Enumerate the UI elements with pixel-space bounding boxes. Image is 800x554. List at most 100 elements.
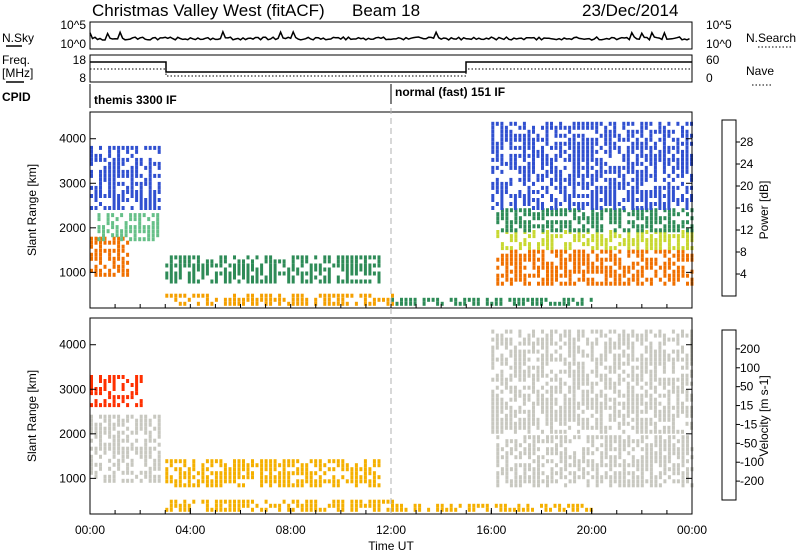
scatter-cell xyxy=(564,269,568,274)
scatter-cell xyxy=(617,145,621,150)
scatter-cell xyxy=(635,153,639,158)
scatter-cell xyxy=(522,121,526,126)
station-title: Christmas Valley West (fitACF) xyxy=(92,1,325,20)
scatter-cell xyxy=(681,257,685,262)
colorbar-frame xyxy=(721,119,737,297)
scatter-cell xyxy=(409,297,413,302)
scatter-cell xyxy=(564,220,568,225)
scatter-cell xyxy=(108,173,112,178)
scatter-cell xyxy=(541,149,544,154)
scatter-cell xyxy=(219,463,223,468)
scatter-cell xyxy=(545,129,549,134)
scatter-cell xyxy=(228,499,232,504)
scatter-cell xyxy=(513,357,517,362)
scatter-cell xyxy=(233,301,236,306)
scatter-cell xyxy=(586,439,590,444)
scatter-cell xyxy=(550,393,553,398)
scatter-cell xyxy=(121,248,125,253)
scatter-cell xyxy=(640,281,644,286)
scatter-cell xyxy=(509,153,513,158)
scatter-cell xyxy=(572,361,576,366)
scatter-cell xyxy=(255,301,259,306)
scatter-cell xyxy=(242,499,245,504)
scatter-cell xyxy=(626,145,630,150)
scatter-cell xyxy=(518,409,522,414)
scatter-cell xyxy=(500,401,504,406)
scatter-cell xyxy=(103,387,107,391)
scatter-cell xyxy=(205,475,209,480)
colorbar-tick-label: 200 xyxy=(740,342,760,356)
scatter-cell xyxy=(527,194,531,198)
scatter-cell xyxy=(564,475,568,480)
scatter-cell xyxy=(676,341,680,346)
scatter-cell xyxy=(201,467,205,472)
scatter-cell xyxy=(117,462,121,467)
scatter-cell xyxy=(368,293,372,298)
scatter-cell xyxy=(120,237,124,242)
scatter-cell xyxy=(662,161,666,166)
scatter-cell xyxy=(117,450,121,455)
scatter-cell xyxy=(382,499,385,504)
scatter-cell xyxy=(550,413,553,418)
scatter-cell xyxy=(636,483,640,488)
scatter-cell xyxy=(568,125,572,130)
scatter-cell xyxy=(372,483,376,488)
scatter-cell xyxy=(599,401,603,406)
scatter-cell xyxy=(541,365,544,370)
scatter-cell xyxy=(563,165,567,170)
scatter-cell xyxy=(537,463,540,468)
scatter-cell xyxy=(553,301,557,306)
scatter-cell xyxy=(636,439,640,444)
scatter-cell xyxy=(554,409,558,414)
scatter-cell xyxy=(269,279,273,284)
scatter-cell xyxy=(635,190,639,194)
scatter-cell xyxy=(644,206,648,210)
scatter-cell xyxy=(135,450,139,455)
scatter-cell xyxy=(300,503,304,508)
scatter-cell xyxy=(372,503,376,508)
scatter-cell xyxy=(644,198,648,202)
scatter-cell xyxy=(631,479,635,484)
scatter-cell xyxy=(99,454,102,459)
scatter-cell xyxy=(604,194,608,198)
scatter-cell xyxy=(518,153,522,158)
scatter-cell xyxy=(649,194,653,198)
colorbar-tick-label: -200 xyxy=(740,474,764,488)
scatter-cell xyxy=(142,213,146,218)
scatter-cell xyxy=(504,190,508,194)
scatter-cell xyxy=(527,133,531,138)
scatter-cell xyxy=(528,228,531,233)
scatter-cell xyxy=(676,224,680,229)
scatter-cell xyxy=(126,470,130,475)
scatter-cell xyxy=(327,293,331,298)
scatter-cell xyxy=(108,248,112,253)
scatter-cell xyxy=(631,353,635,358)
scatter-cell xyxy=(169,279,173,284)
scatter-cell xyxy=(559,345,563,350)
scatter-cell xyxy=(573,253,577,258)
scatter-cell xyxy=(354,479,358,484)
scatter-cell xyxy=(590,137,594,142)
scatter-cell xyxy=(196,479,200,484)
scatter-cell xyxy=(640,373,644,378)
scatter-cell xyxy=(681,443,685,448)
scatter-cell xyxy=(662,206,666,210)
scatter-cell xyxy=(522,421,526,426)
scatter-cell xyxy=(518,224,522,229)
scatter-cell xyxy=(233,479,236,484)
scatter-cell xyxy=(121,395,125,400)
scatter-cell xyxy=(142,229,146,234)
scatter-cell xyxy=(573,208,577,213)
scatter-cell xyxy=(174,459,178,464)
scatter-cell xyxy=(626,353,630,358)
scatter-cell xyxy=(613,145,617,150)
scatter-cell xyxy=(537,471,540,476)
scatter-cell xyxy=(112,194,116,198)
scatter-cell xyxy=(103,478,107,483)
scatter-cell xyxy=(496,483,500,488)
scatter-cell xyxy=(103,240,107,245)
scatter-cell xyxy=(278,463,282,468)
scatter-cell xyxy=(604,177,608,182)
scatter-cell xyxy=(562,507,566,512)
scatter-cell xyxy=(350,475,354,480)
